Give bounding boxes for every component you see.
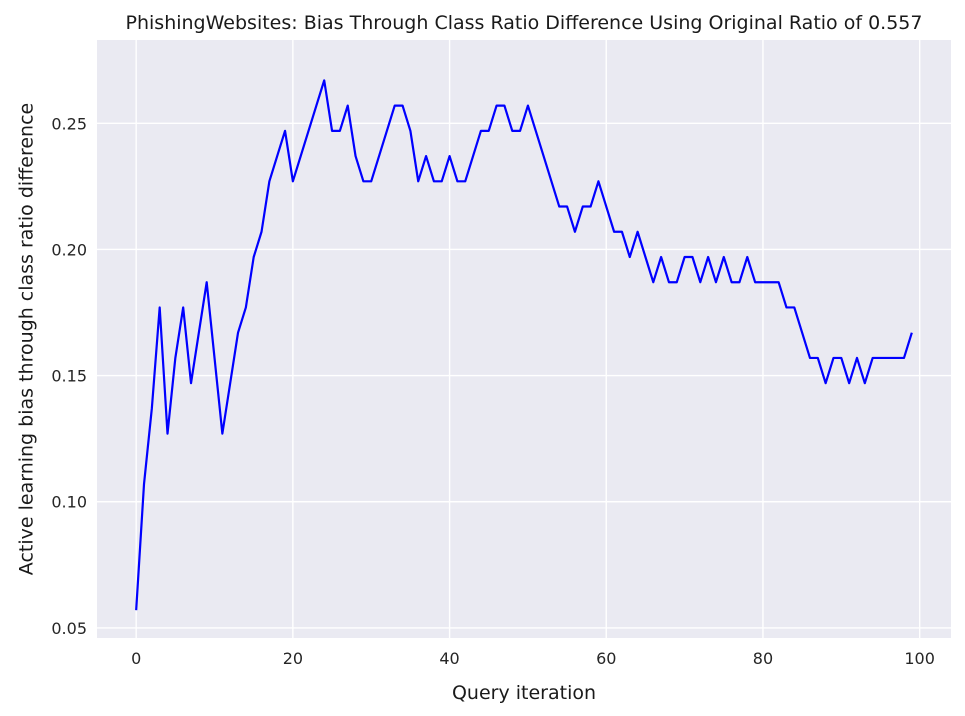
y-tick-label: 0.10 (51, 493, 87, 512)
x-tick-label: 60 (596, 649, 616, 668)
grid (97, 40, 951, 638)
y-tick-label: 0.25 (51, 114, 87, 133)
x-tick-label: 0 (131, 649, 141, 668)
series-line (135, 79, 913, 611)
plot-area (97, 40, 951, 638)
x-tick-label: 80 (753, 649, 773, 668)
y-tick-label: 0.20 (51, 240, 87, 259)
chart-title: PhishingWebsites: Bias Through Class Rat… (126, 12, 923, 34)
series-layer (135, 79, 913, 611)
y-tick-label: 0.15 (51, 367, 87, 386)
x-tick-label: 100 (904, 649, 935, 668)
x-tick-label: 20 (283, 649, 303, 668)
x-axis-label: Query iteration (452, 682, 596, 704)
y-axis-label: Active learning bias through class ratio… (16, 103, 38, 575)
x-tick-label: 40 (439, 649, 459, 668)
y-tick-label: 0.05 (51, 619, 87, 638)
tick-labels: 0 20 40 60 80 100 0.05 0.10 0.15 0.20 0.25 (51, 114, 935, 668)
